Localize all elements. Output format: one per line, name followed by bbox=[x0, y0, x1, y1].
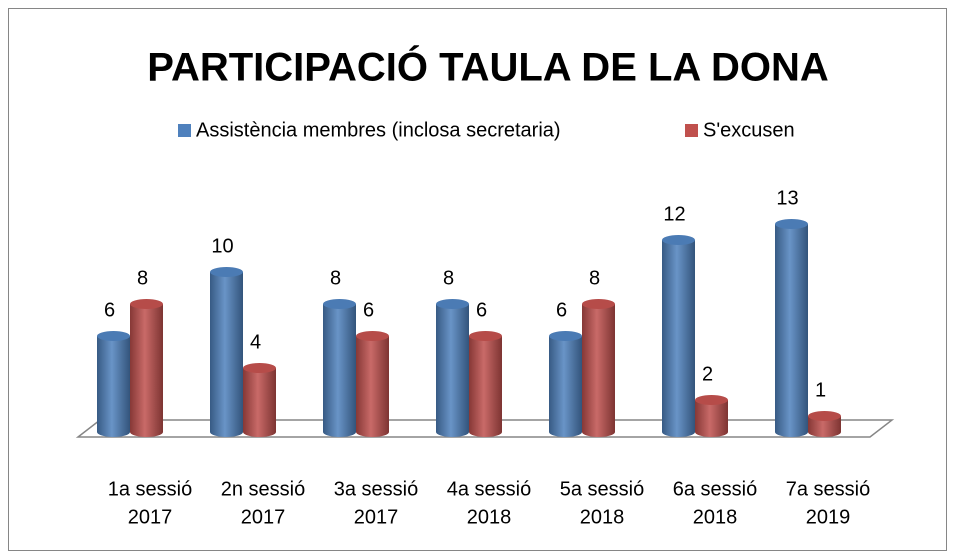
bar-top bbox=[582, 299, 615, 309]
x-tick-label: 6a sessió bbox=[673, 478, 758, 500]
bar-top bbox=[210, 267, 243, 277]
data-label: 10 bbox=[211, 235, 233, 257]
bar-top bbox=[549, 331, 582, 341]
bar bbox=[243, 368, 276, 432]
x-tick-label: 1a sessió bbox=[108, 478, 193, 500]
x-tick-label: 2018 bbox=[467, 506, 512, 528]
data-label: 8 bbox=[443, 267, 454, 289]
legend-label: S'excusen bbox=[703, 119, 795, 141]
data-label: 12 bbox=[663, 203, 685, 225]
bar bbox=[469, 336, 502, 432]
bar-top bbox=[243, 363, 276, 373]
x-tick-label: 2018 bbox=[580, 506, 625, 528]
x-tick-label: 2017 bbox=[354, 506, 399, 528]
bar-top bbox=[97, 331, 130, 341]
bar bbox=[549, 336, 582, 432]
data-label: 13 bbox=[776, 187, 798, 209]
data-label: 6 bbox=[363, 299, 374, 321]
data-label: 2 bbox=[702, 363, 713, 385]
legend-swatch bbox=[178, 124, 191, 137]
x-tick-label: 3a sessió bbox=[334, 478, 419, 500]
x-tick-label: 5a sessió bbox=[560, 478, 645, 500]
bar bbox=[356, 336, 389, 432]
legend-swatch bbox=[685, 124, 698, 137]
bar bbox=[210, 272, 243, 432]
x-tick-label: 2017 bbox=[241, 506, 286, 528]
data-label: 4 bbox=[250, 331, 261, 353]
x-tick-label: 7a sessió bbox=[786, 478, 871, 500]
legend-label: Assistència membres (inclosa secretaria) bbox=[196, 119, 561, 141]
bar-top bbox=[662, 235, 695, 245]
data-label: 6 bbox=[104, 299, 115, 321]
bar-top bbox=[323, 299, 356, 309]
bar bbox=[97, 336, 130, 432]
bar bbox=[582, 304, 615, 432]
data-label: 1 bbox=[815, 379, 826, 401]
data-label: 8 bbox=[330, 267, 341, 289]
bar-top bbox=[436, 299, 469, 309]
x-tick-label: 2017 bbox=[128, 506, 173, 528]
data-label: 6 bbox=[476, 299, 487, 321]
bar bbox=[662, 240, 695, 432]
data-label: 6 bbox=[556, 299, 567, 321]
bar-top bbox=[356, 331, 389, 341]
chart-title: PARTICIPACIÓ TAULA DE LA DONA bbox=[147, 44, 828, 90]
data-label: 8 bbox=[589, 267, 600, 289]
bar-top bbox=[808, 411, 841, 421]
x-tick-label: 2019 bbox=[806, 506, 851, 528]
bar-top bbox=[130, 299, 163, 309]
bar bbox=[323, 304, 356, 432]
x-tick-label: 2n sessió bbox=[221, 478, 306, 500]
bar-top bbox=[775, 219, 808, 229]
bar-top bbox=[469, 331, 502, 341]
bar bbox=[130, 304, 163, 432]
data-label: 8 bbox=[137, 267, 148, 289]
x-tick-label: 2018 bbox=[693, 506, 738, 528]
bar bbox=[695, 400, 728, 432]
bar-top bbox=[695, 395, 728, 405]
bar bbox=[436, 304, 469, 432]
x-tick-label: 4a sessió bbox=[447, 478, 532, 500]
bar bbox=[775, 224, 808, 432]
